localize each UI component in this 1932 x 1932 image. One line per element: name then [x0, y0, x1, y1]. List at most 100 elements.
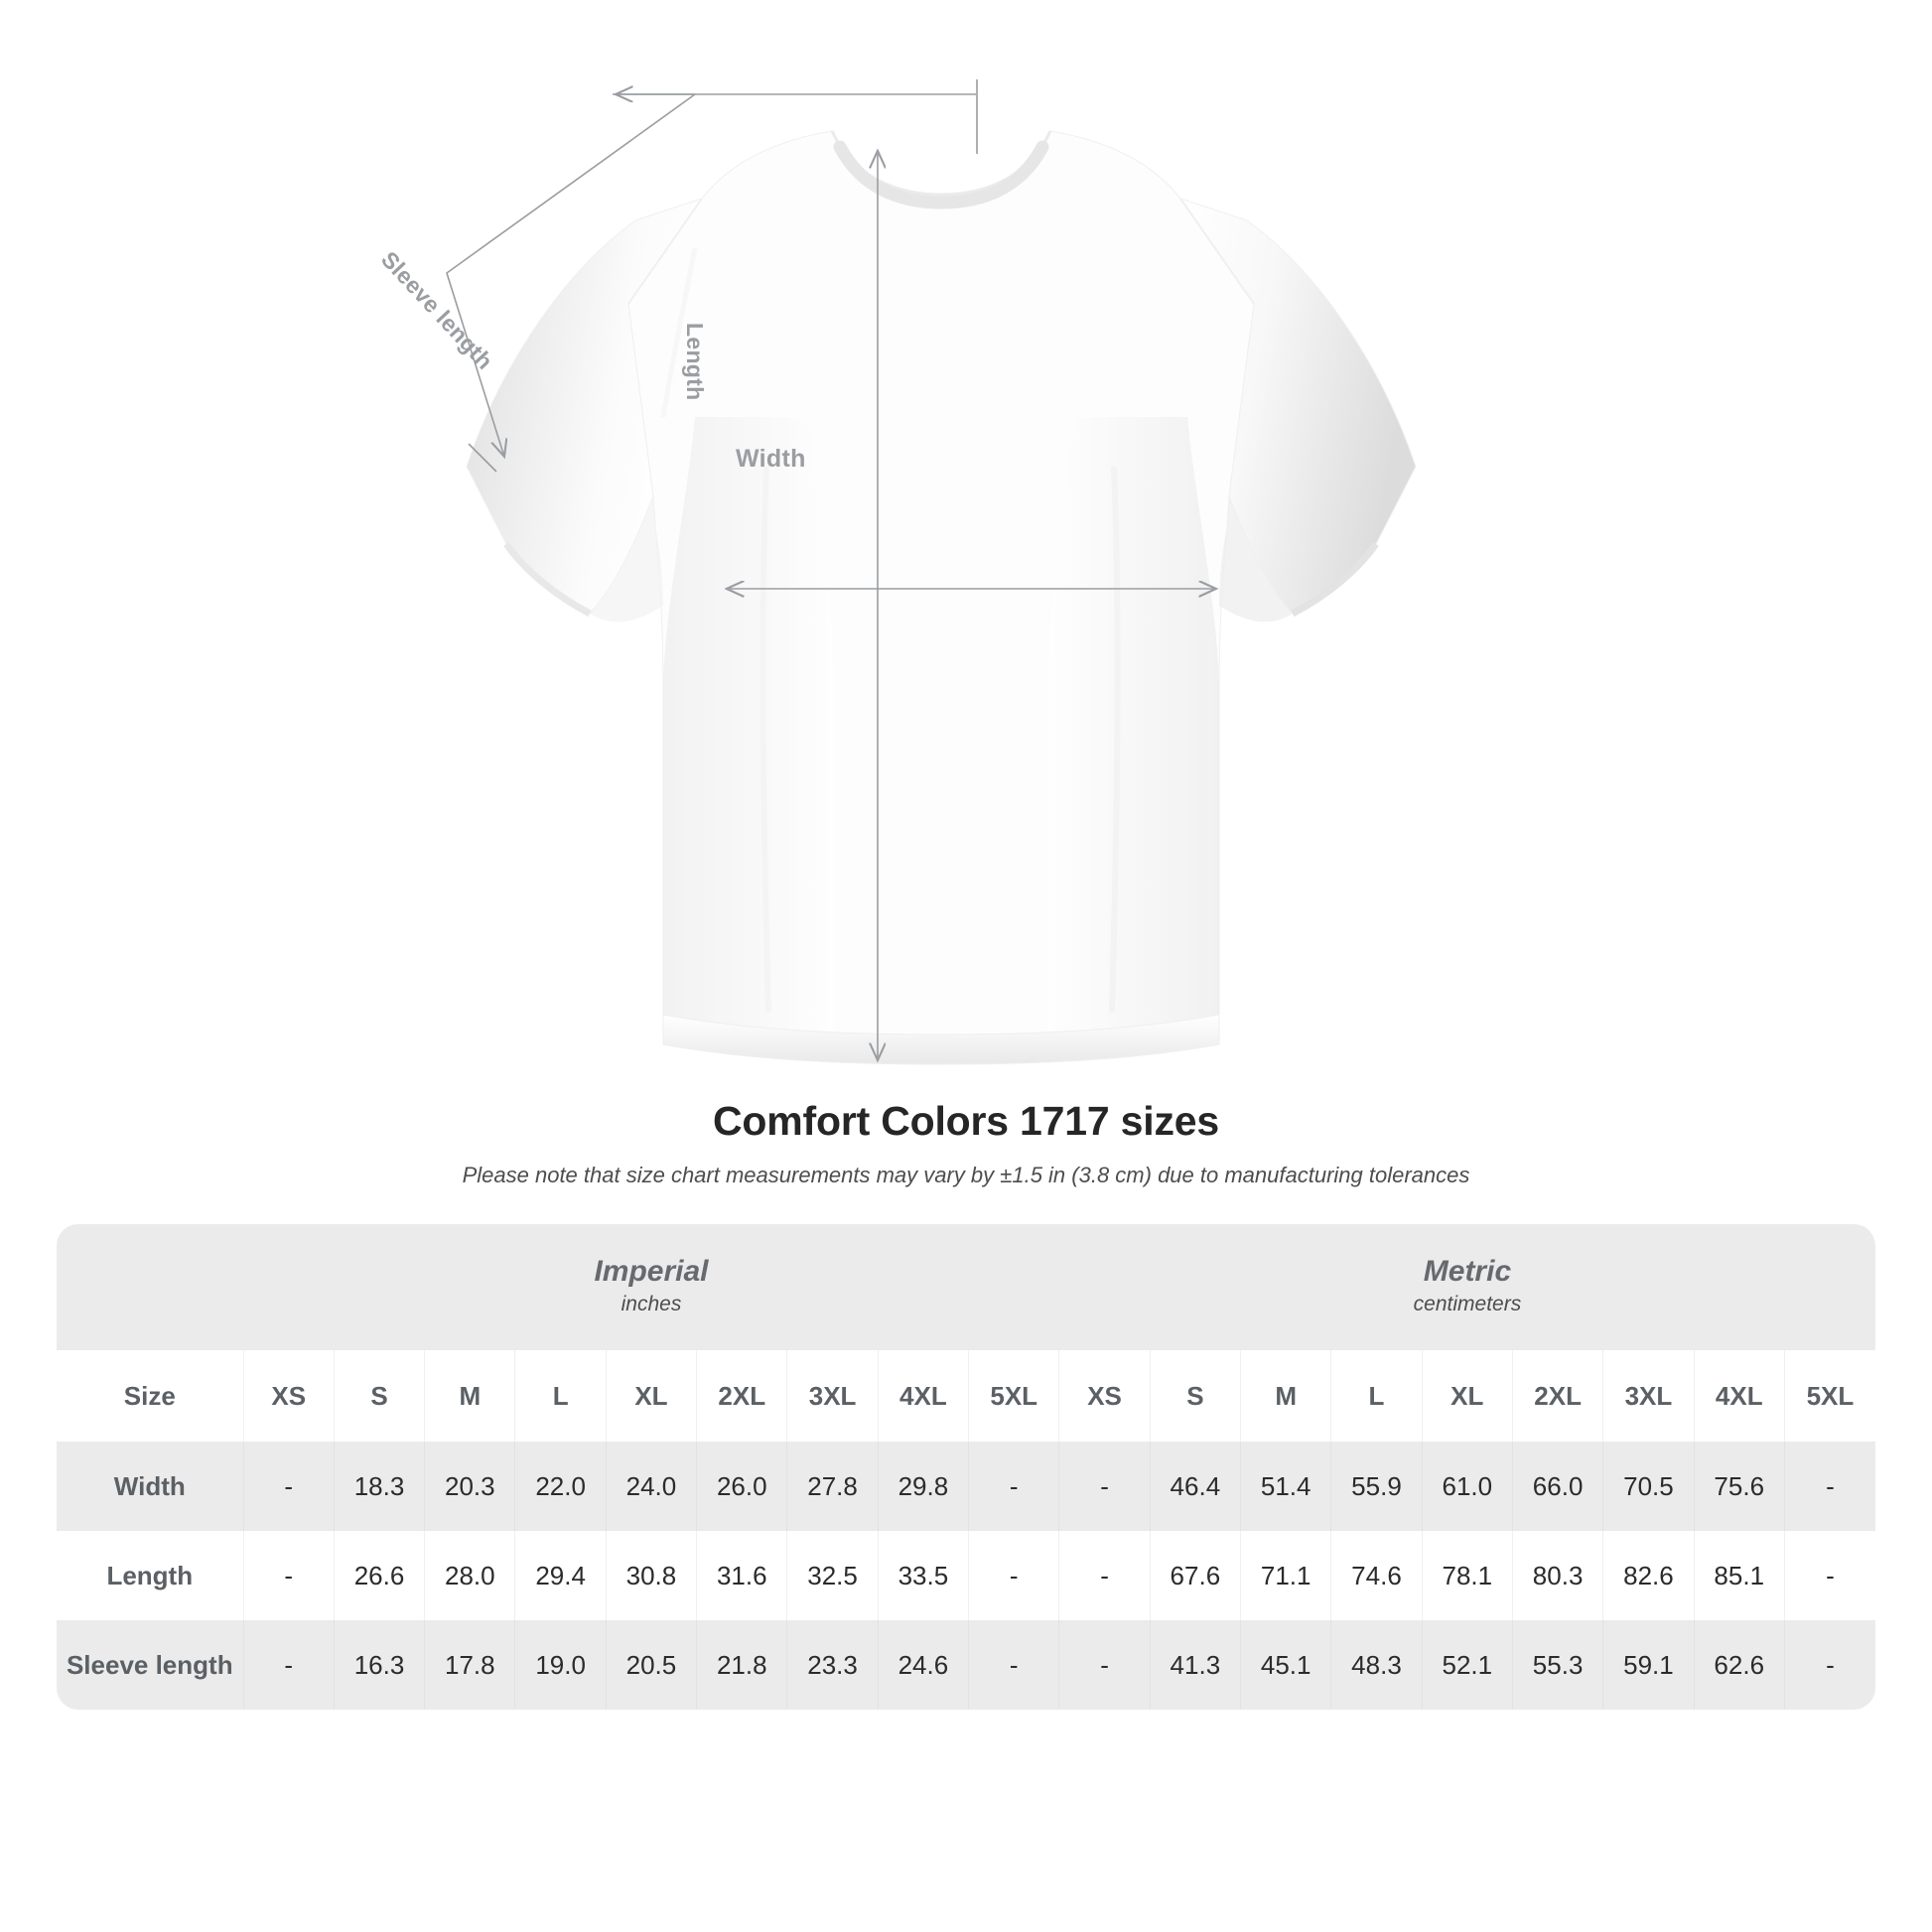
size-header-cell: S: [333, 1350, 425, 1442]
measurement-cell-metric: -: [1058, 1531, 1151, 1620]
measurement-cell-metric: 75.6: [1693, 1442, 1785, 1531]
length-dimension-label: Length: [682, 323, 708, 401]
measurement-cell-imperial: -: [968, 1442, 1059, 1531]
measurement-cell-imperial: 18.3: [333, 1442, 425, 1531]
size-table-wrapper: Imperial inches Metric centimeters Size XS S M L…: [57, 1224, 1875, 1710]
size-header-cell: 4XL: [1693, 1350, 1785, 1442]
size-header-cell: M: [1240, 1350, 1331, 1442]
measurement-cell-metric: 41.3: [1149, 1620, 1241, 1710]
size-header-cell: 5XL: [968, 1350, 1059, 1442]
size-column-label: Size: [57, 1350, 244, 1442]
measurement-cell-imperial: 20.3: [424, 1442, 515, 1531]
measurement-cell-metric: -: [1783, 1442, 1875, 1531]
tshirt-diagram: Sleeve length Length Width: [376, 79, 1417, 1065]
width-dimension-label: Width: [736, 445, 806, 473]
measurement-cell-metric: 51.4: [1240, 1442, 1331, 1531]
measurement-cell-imperial: -: [242, 1531, 335, 1620]
size-header-cell: 3XL: [1602, 1350, 1695, 1442]
measurement-cell-metric: 67.6: [1149, 1531, 1241, 1620]
measurement-cell-imperial: 19.0: [514, 1620, 607, 1710]
size-chart-table: Imperial inches Metric centimeters Size XS S M L…: [57, 1224, 1875, 1710]
size-header-row: Size XS S M L XL 2XL 3XL 4XL 5XL XS S M L XL 2XL 3XL 4XL 5…: [57, 1350, 1875, 1442]
size-header-cell: 2XL: [1511, 1350, 1603, 1442]
unit-group-imperial: Imperial inches: [243, 1224, 1059, 1350]
measurement-cell-metric: 46.4: [1149, 1442, 1241, 1531]
measurement-cell-imperial: 33.5: [877, 1531, 969, 1620]
tolerance-note: Please note that size chart measurements…: [462, 1163, 1470, 1187]
measurement-cell-metric: 80.3: [1511, 1531, 1603, 1620]
size-header-cell: XS: [242, 1350, 335, 1442]
measurement-cell-metric: 52.1: [1421, 1620, 1513, 1710]
page-title: Comfort Colors 1717 sizes: [713, 1098, 1219, 1144]
measurement-cell-imperial: 29.4: [514, 1531, 607, 1620]
measurement-label: Length: [57, 1531, 244, 1620]
measurement-cell-imperial: 16.3: [333, 1620, 425, 1710]
measurement-cell-metric: -: [1058, 1620, 1151, 1710]
unit-band-spacer: [57, 1224, 244, 1350]
size-header-cell: L: [1330, 1350, 1423, 1442]
size-header-cell: XS: [1058, 1350, 1151, 1442]
size-header-cell: L: [514, 1350, 607, 1442]
measurement-cell-metric: 74.6: [1330, 1531, 1423, 1620]
table-row: Length -26.6 28.0 29.4 30.8 31.6 32.5 33.5- -67.…: [57, 1531, 1875, 1620]
unit-group-unit: centimeters: [1413, 1293, 1522, 1315]
tshirt-illustration: [446, 79, 1417, 1065]
measurement-cell-metric: 62.6: [1693, 1620, 1785, 1710]
unit-group-name: Imperial: [594, 1254, 709, 1288]
sleeve-end-tick: [468, 443, 497, 473]
size-header-cell: XL: [1421, 1350, 1513, 1442]
size-header-cell: 2XL: [696, 1350, 787, 1442]
measurement-cell-imperial: 26.6: [333, 1531, 425, 1620]
size-header-cell: 4XL: [877, 1350, 969, 1442]
measurement-cell-metric: 45.1: [1240, 1620, 1331, 1710]
measurement-cell-imperial: -: [242, 1620, 335, 1710]
title-block: Comfort Colors 1717 sizes Please note th…: [0, 1098, 1932, 1188]
measurement-cell-imperial: 28.0: [424, 1531, 515, 1620]
measurement-cell-metric: 85.1: [1693, 1531, 1785, 1620]
measurement-cell-metric: 55.9: [1330, 1442, 1423, 1531]
table-row: Width -18.3 20.3 22.0 24.0 26.0 27.8 29.8- -46.4…: [57, 1442, 1875, 1531]
measurement-cell-imperial: 29.8: [877, 1442, 969, 1531]
measurement-cell-imperial: 31.6: [696, 1531, 787, 1620]
measurement-cell-imperial: 26.0: [696, 1442, 787, 1531]
dimension-lines: [446, 79, 1216, 1060]
unit-group-row: Imperial inches Metric centimeters: [57, 1224, 1875, 1350]
measurement-cell-metric: -: [1783, 1620, 1875, 1710]
unit-group-metric: Metric centimeters: [1058, 1224, 1875, 1350]
measurement-cell-metric: 55.3: [1511, 1620, 1603, 1710]
sleeve-length-line: [446, 93, 696, 457]
measurement-cell-imperial: 17.8: [424, 1620, 515, 1710]
measurement-cell-imperial: 24.0: [605, 1442, 697, 1531]
measurement-cell-metric: 70.5: [1602, 1442, 1695, 1531]
measurement-cell-metric: 78.1: [1421, 1531, 1513, 1620]
size-header-cell: XL: [605, 1350, 697, 1442]
unit-group-unit: inches: [621, 1293, 682, 1315]
measurement-cell-imperial: 27.8: [786, 1442, 879, 1531]
tshirt-shape: [466, 130, 1417, 1065]
measurement-cell-imperial: 22.0: [514, 1442, 607, 1531]
measurement-cell-metric: -: [1058, 1442, 1151, 1531]
measurement-label: Width: [57, 1442, 244, 1531]
measurement-cell-imperial: 23.3: [786, 1620, 879, 1710]
measurement-cell-imperial: -: [968, 1620, 1059, 1710]
measurement-cell-metric: 59.1: [1602, 1620, 1695, 1710]
size-header-cell: 3XL: [786, 1350, 879, 1442]
measurement-cell-imperial: 30.8: [605, 1531, 697, 1620]
measurement-cell-metric: 71.1: [1240, 1531, 1331, 1620]
measurement-cell-metric: 82.6: [1602, 1531, 1695, 1620]
size-header-cell: 5XL: [1783, 1350, 1875, 1442]
size-header-cell: S: [1149, 1350, 1241, 1442]
measurement-cell-imperial: 24.6: [877, 1620, 969, 1710]
measurement-cell-metric: 66.0: [1511, 1442, 1603, 1531]
table-row: Sleeve length -16.3 17.8 19.0 20.5 21.8 23.3 24…: [57, 1620, 1875, 1710]
measurement-cell-imperial: 20.5: [605, 1620, 697, 1710]
measurement-cell-metric: -: [1783, 1531, 1875, 1620]
unit-group-name: Metric: [1423, 1254, 1512, 1288]
measurement-cell-imperial: -: [242, 1442, 335, 1531]
size-header-cell: M: [424, 1350, 515, 1442]
measurement-label: Sleeve length: [57, 1620, 244, 1710]
measurement-cell-imperial: 21.8: [696, 1620, 787, 1710]
measurement-cell-imperial: -: [968, 1531, 1059, 1620]
measurement-cell-metric: 48.3: [1330, 1620, 1423, 1710]
measurement-cell-imperial: 32.5: [786, 1531, 879, 1620]
